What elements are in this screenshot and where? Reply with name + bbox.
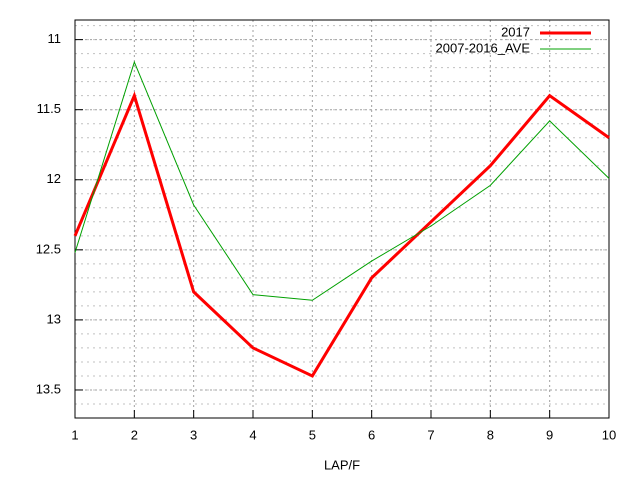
x-tick-label: 1 xyxy=(71,427,78,442)
y-tick-label: 13.5 xyxy=(36,381,61,396)
y-tick-label: 12 xyxy=(47,171,61,186)
x-axis-label: LAP/F xyxy=(324,457,360,472)
y-tick-label: 13 xyxy=(47,311,61,326)
y-tick-label: 12.5 xyxy=(36,241,61,256)
y-tick-label: 11.5 xyxy=(37,101,61,116)
plot-frame xyxy=(74,19,610,419)
x-tick-label: 4 xyxy=(249,427,256,442)
x-tick-label: 6 xyxy=(368,427,375,442)
legend-label: 2007-2016_AVE xyxy=(436,40,531,55)
x-tick-label: 8 xyxy=(487,427,494,442)
x-tick-label: 3 xyxy=(190,427,197,442)
x-tick-label: 2 xyxy=(131,427,138,442)
x-tick-label: 9 xyxy=(546,427,553,442)
series-line xyxy=(73,91,610,378)
y-tick-label: 11 xyxy=(48,31,62,46)
x-tick-label: 5 xyxy=(309,427,316,442)
x-tick-label: 7 xyxy=(427,427,434,442)
series-line xyxy=(74,60,610,301)
x-tick-label: 10 xyxy=(602,427,616,442)
legend-label: 2017 xyxy=(501,24,530,39)
